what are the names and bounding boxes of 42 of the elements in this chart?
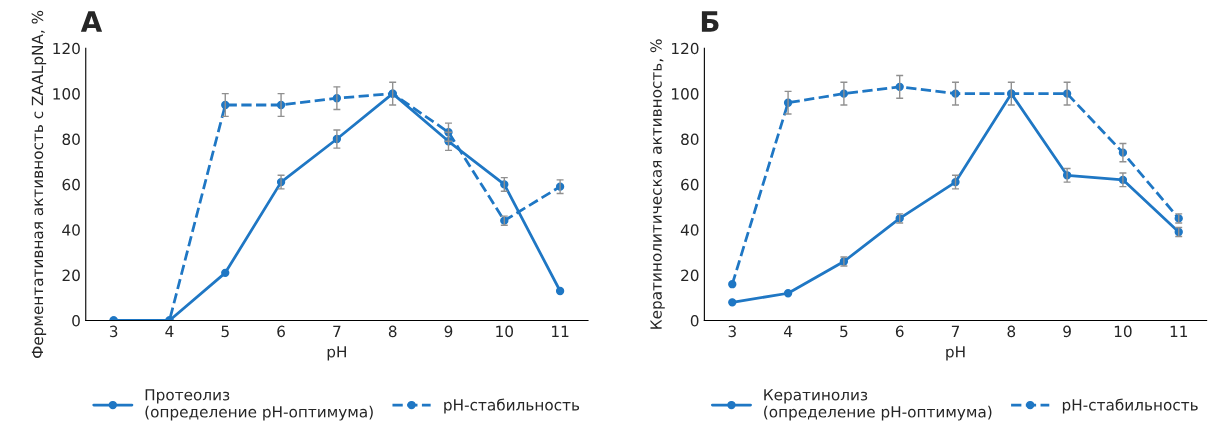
x-tick-label: 3 bbox=[109, 325, 118, 338]
x-tick-label: 7 bbox=[951, 325, 960, 337]
x-axis-title: pH bbox=[327, 346, 346, 361]
y-tick-label: 80 bbox=[62, 133, 80, 146]
x-tick-label: 9 bbox=[444, 325, 453, 338]
x-tick-label: 10 bbox=[496, 325, 513, 338]
chart-title: А bbox=[80, 11, 103, 32]
legend-label: pH-стабильность bbox=[444, 398, 580, 414]
y-tick-label: 100 bbox=[672, 88, 699, 100]
chart-title: Б bbox=[701, 11, 719, 32]
x-tick-label: 5 bbox=[221, 325, 229, 338]
x-tick-label: 7 bbox=[333, 325, 341, 337]
y-tick-label: 20 bbox=[681, 269, 699, 282]
x-tick-label: 6 bbox=[895, 325, 904, 338]
legend-label: pH-стабильность bbox=[1062, 398, 1198, 414]
x-tick-label: 11 bbox=[552, 325, 569, 337]
x-tick-label: 11 bbox=[1170, 325, 1188, 337]
x-tick-label: 4 bbox=[165, 325, 174, 337]
y-tick-label: 80 bbox=[681, 133, 699, 146]
y-tick-label: 20 bbox=[62, 269, 80, 282]
x-tick-label: 4 bbox=[783, 325, 793, 337]
y-tick-label: 120 bbox=[672, 42, 699, 55]
y-tick-label: 40 bbox=[62, 224, 80, 236]
y-tick-label: 100 bbox=[53, 88, 80, 100]
y-tick-label: 40 bbox=[680, 224, 699, 236]
y-axis-title: Ферментативная активность с ZAALpNA, % bbox=[31, 10, 47, 358]
x-tick-label: 5 bbox=[840, 325, 848, 338]
y-tick-label: 120 bbox=[53, 42, 80, 55]
x-tick-label: 6 bbox=[277, 325, 285, 338]
y-tick-label: 60 bbox=[62, 178, 80, 191]
x-axis-title: pH bbox=[946, 346, 965, 361]
y-axis-title: Кератинолитическая активность, % bbox=[650, 39, 665, 329]
x-tick-label: 9 bbox=[1063, 325, 1071, 338]
y-tick-label: 60 bbox=[681, 178, 699, 191]
legend-label: Кератинолиз (определение pH-оптимума) bbox=[764, 389, 992, 421]
y-tick-label: 0 bbox=[690, 314, 699, 327]
x-tick-label: 10 bbox=[1114, 325, 1132, 338]
legend-label: Протеолиз (определение pH-оптимума) bbox=[145, 389, 373, 421]
x-tick-label: 3 bbox=[728, 325, 736, 338]
x-tick-label: 8 bbox=[1007, 325, 1016, 338]
x-tick-label: 8 bbox=[388, 325, 397, 338]
y-tick-label: 0 bbox=[72, 314, 80, 327]
